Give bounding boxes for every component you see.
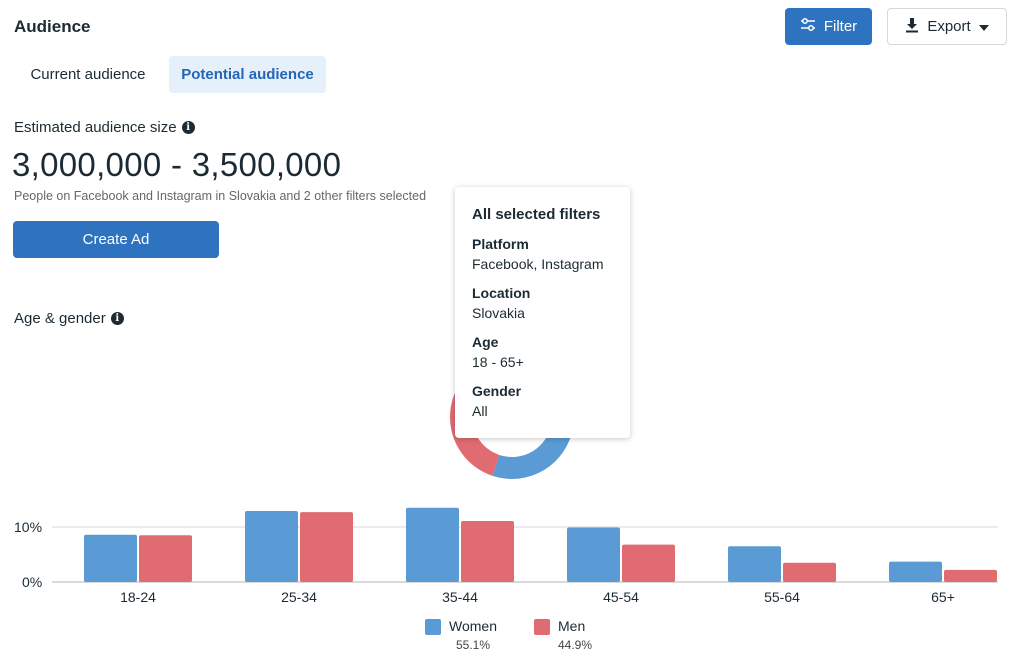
bar-men-45-54[interactable] [622, 544, 675, 582]
tab-potential-audience[interactable]: Potential audience [169, 56, 326, 93]
x-tick-label: 55-64 [764, 589, 800, 605]
legend-share: 55.1% [455, 638, 490, 652]
x-tick-label: 65+ [931, 589, 955, 605]
page-title: Audience [14, 17, 91, 36]
x-tick-label: 35-44 [442, 589, 478, 605]
tooltip-platform: Platform Facebook, Instagram [472, 236, 613, 272]
filter-button-label: Filter [823, 18, 858, 35]
tooltip-item-value: Slovakia [472, 305, 525, 321]
legend-men[interactable]: Men 44.9% [534, 618, 592, 652]
bar-women-18-24[interactable] [84, 534, 137, 582]
tooltip-title: All selected filters [472, 206, 601, 223]
sliders-icon [800, 17, 816, 36]
tooltip-item-label: Gender [472, 383, 522, 399]
y-tick-label: 10% [14, 519, 42, 535]
age-gender-label: Age & gender [14, 310, 106, 327]
estimated-size-value: 3,000,000 - 3,500,000 [12, 146, 342, 183]
bar-men-55-64[interactable] [783, 562, 836, 582]
tooltip-item-value: Facebook, Instagram [472, 256, 604, 272]
export-button[interactable]: Export [887, 8, 1007, 45]
export-button-label: Export [927, 18, 971, 35]
bar-women-55-64[interactable] [728, 546, 781, 582]
legend-swatch-men [534, 619, 550, 635]
bar-men-25-34[interactable] [300, 512, 353, 582]
tab-current-audience[interactable]: Current audience [30, 66, 146, 83]
age-gender-bar-chart: 10% 0% 18-24 25-34 35-44 45-54 55-64 65+ [14, 507, 998, 605]
bar-women-65+[interactable] [889, 561, 942, 582]
tooltip-item-label: Platform [472, 236, 529, 252]
tooltip-item-value: 18 - 65+ [472, 354, 524, 370]
download-icon [905, 17, 919, 37]
x-tick-label: 18-24 [120, 589, 156, 605]
bar-men-65+[interactable] [944, 569, 997, 582]
tooltip-gender: Gender All [472, 383, 613, 419]
estimated-size-header: Estimated audience size i [14, 119, 195, 136]
x-tick-label: 45-54 [603, 589, 639, 605]
caret-down-icon [978, 18, 989, 35]
info-icon[interactable]: i [181, 121, 195, 134]
tooltip-age: Age 18 - 65+ [472, 334, 613, 370]
legend-swatch-women [425, 619, 441, 635]
age-gender-header: Age & gender i [14, 310, 124, 327]
legend-label: Women [449, 618, 497, 634]
bar-women-35-44[interactable] [406, 507, 459, 582]
tooltip-location: Location Slovakia [472, 285, 613, 321]
bar-men-18-24[interactable] [139, 535, 192, 582]
create-ad-button[interactable]: Create Ad [13, 221, 219, 258]
tooltip-item-label: Age [472, 334, 499, 350]
filters-tooltip: All selected filters Platform Facebook, … [455, 187, 630, 438]
bar-men-35-44[interactable] [461, 520, 514, 582]
info-icon[interactable]: i [110, 312, 124, 325]
estimated-size-label: Estimated audience size [14, 119, 177, 136]
x-tick-label: 25-34 [281, 589, 317, 605]
bar-women-25-34[interactable] [245, 511, 298, 582]
estimated-size-description: People on Facebook and Instagram in Slov… [14, 189, 427, 203]
tooltip-item-label: Location [472, 285, 531, 301]
legend-label: Men [558, 618, 586, 634]
tooltip-item-value: All [472, 403, 488, 419]
legend-share: 44.9% [558, 638, 593, 652]
bar-women-45-54[interactable] [567, 527, 620, 582]
legend-women[interactable]: Women 55.1% [425, 618, 497, 652]
filter-button[interactable]: Filter [785, 8, 872, 45]
y-tick-label: 0% [22, 574, 42, 590]
